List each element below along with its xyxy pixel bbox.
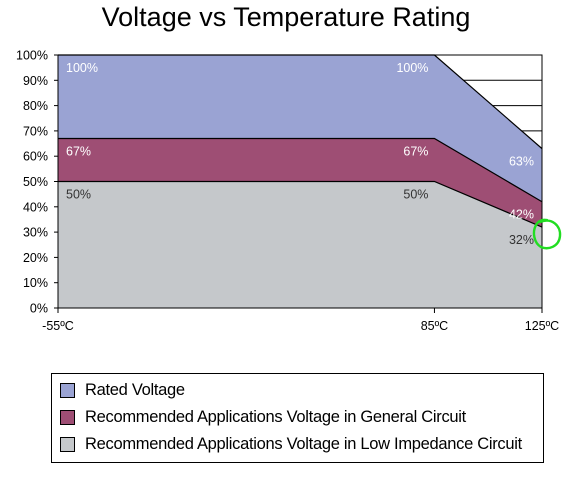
legend-label: Rated Voltage: [85, 381, 185, 399]
y-tick-label: 10%: [23, 276, 48, 290]
legend-swatch: [60, 410, 75, 425]
data-label: 100%: [396, 61, 428, 75]
data-label: 63%: [509, 155, 534, 169]
data-label: 67%: [403, 144, 428, 158]
y-tick-label: 70%: [23, 124, 48, 138]
y-tick-label: 0%: [30, 302, 48, 316]
legend-label: Recommended Applications Voltage in Gene…: [85, 408, 466, 426]
data-label: 67%: [66, 144, 91, 158]
annotation-circle: [532, 218, 562, 250]
y-tick-label: 40%: [23, 200, 48, 214]
chart-plot: 0% 10% 20% 30% 40% 50% 60% 70% 80% 90% 100% -55ºC 8…: [16, 49, 562, 333]
data-label: 100%: [66, 61, 98, 75]
legend-label: Recommended Applications Voltage in Low …: [85, 435, 522, 453]
y-tick-label: 50%: [23, 175, 48, 189]
data-label: 50%: [403, 188, 428, 202]
x-tick-label: -55ºC: [42, 319, 74, 333]
legend-item: Recommended Applications Voltage in Gene…: [60, 404, 543, 431]
series-line-2: [58, 137, 543, 203]
x-tick-label: 125ºC: [525, 319, 559, 333]
legend-swatch: [60, 383, 75, 398]
data-label: 50%: [66, 188, 91, 202]
chart-legend: Rated Voltage Recommended Applications V…: [51, 373, 544, 463]
y-tick-label: 100%: [16, 49, 48, 63]
data-label: 42%: [509, 208, 534, 222]
series-line-3: [58, 180, 543, 228]
legend-item: Recommended Applications Voltage in Low …: [60, 431, 543, 458]
y-tick-label: 20%: [23, 251, 48, 265]
legend-swatch: [60, 437, 75, 452]
chart-title: Voltage vs Temperature Rating: [101, 2, 471, 32]
y-tick-label: 80%: [23, 99, 48, 113]
x-tick-label: 85ºC: [421, 319, 449, 333]
y-tick-label: 90%: [23, 74, 48, 88]
y-tick-label: 60%: [23, 150, 48, 164]
data-label: 32%: [509, 233, 534, 247]
y-tick-label: 30%: [23, 226, 48, 240]
area-series-3: [58, 181, 542, 308]
legend-item: Rated Voltage: [60, 377, 543, 404]
